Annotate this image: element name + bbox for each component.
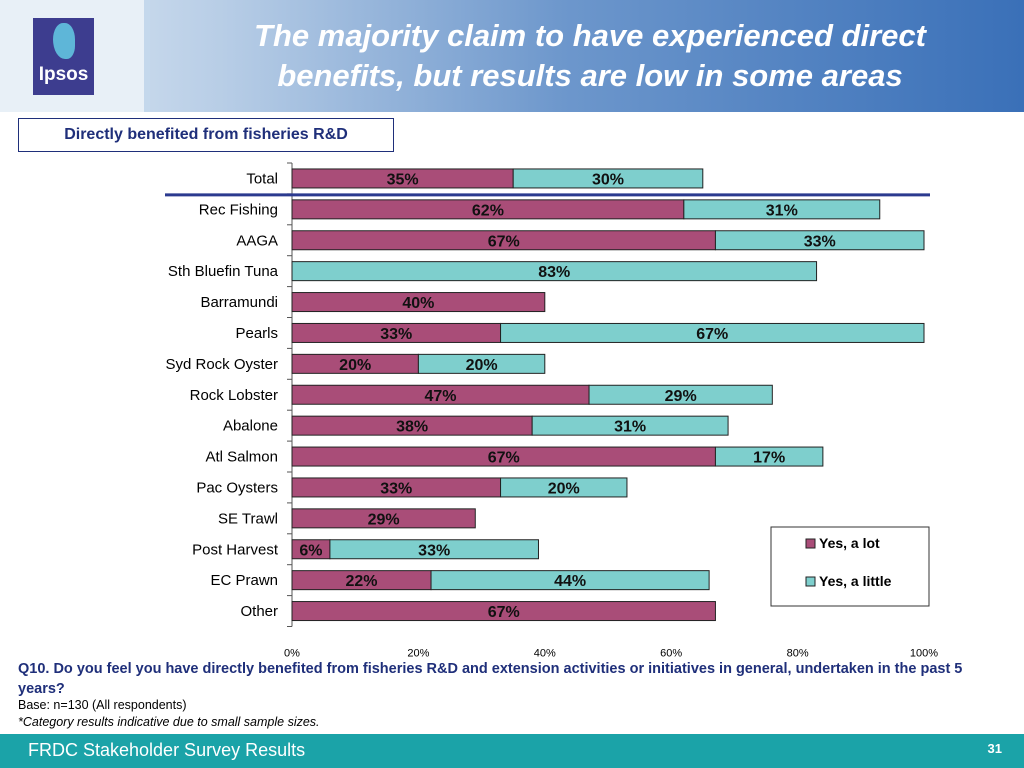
x-tick-label: 80% — [787, 648, 809, 660]
category-label: AAGA — [236, 232, 278, 249]
legend-swatch — [805, 538, 816, 549]
ipsos-logo: Ipsos — [33, 18, 94, 95]
data-label: 67% — [488, 604, 520, 621]
bar-segment — [683, 199, 881, 220]
category-label: Syd Rock Oyster — [165, 356, 278, 373]
category-label: EC Prawn — [210, 572, 278, 589]
bar-segment — [500, 477, 628, 498]
stacked-bar-chart: Total 35% 30% Rec Fishing 62% 31% AAGA 67% 33% St… — [165, 162, 938, 660]
legend-label: Yes, a lot — [819, 535, 880, 551]
sample-note: *Category results indicative due to smal… — [18, 715, 320, 729]
data-label: 33% — [418, 542, 450, 559]
data-label: 31% — [766, 202, 798, 219]
title-line-2: benefits, but results are low in some ar… — [277, 58, 903, 93]
page-number: 31 — [987, 741, 1002, 756]
bar-segment — [714, 446, 824, 467]
data-label: 30% — [592, 171, 624, 188]
data-label: 62% — [472, 202, 504, 219]
data-label: 20% — [548, 480, 580, 497]
category-label: Barramundi — [200, 294, 278, 311]
survey-question: Q10. Do you feel you have directly benef… — [18, 661, 963, 697]
bar-segment — [329, 539, 539, 560]
category-label: Atl Salmon — [205, 449, 278, 466]
data-label: 67% — [488, 450, 520, 467]
base-note: Base: n=130 (All respondents) — [18, 698, 187, 712]
bar-segment — [500, 322, 925, 343]
data-label: 20% — [339, 357, 371, 374]
data-label: 29% — [368, 511, 400, 528]
x-tick-label: 0% — [284, 648, 300, 660]
header-banner: Ipsos The majority claim to have experie… — [0, 0, 1024, 112]
bar-segment — [531, 415, 729, 436]
x-tick-label: 100% — [910, 648, 938, 660]
data-label: 33% — [804, 233, 836, 250]
category-label: SE Trawl — [218, 510, 278, 527]
bar-segment — [291, 508, 476, 529]
data-label: 33% — [380, 326, 412, 343]
data-label: 38% — [396, 419, 428, 436]
title-line-1: The majority claim to have experienced d… — [254, 18, 926, 53]
chart-subtitle: Directly benefited from fisheries R&D — [18, 118, 394, 152]
x-tick-label: 40% — [534, 648, 556, 660]
category-label: Other — [240, 603, 278, 620]
category-label: Pac Oysters — [196, 479, 278, 496]
data-label: 67% — [696, 326, 728, 343]
data-label: 35% — [387, 171, 419, 188]
bar-segment — [512, 168, 704, 189]
bar-segment — [430, 570, 710, 591]
data-label: 31% — [614, 419, 646, 436]
bar-segment — [714, 230, 925, 251]
legend-label: Yes, a little — [819, 573, 892, 589]
category-label: Post Harvest — [192, 541, 279, 558]
data-label: 47% — [425, 388, 457, 405]
bar-segment — [291, 261, 818, 282]
data-label: 20% — [466, 357, 498, 374]
bar-segment — [291, 292, 546, 313]
bar-segment — [417, 353, 546, 374]
category-label: Abalone — [223, 418, 278, 435]
data-label: 44% — [554, 573, 586, 590]
footer-label: FRDC Stakeholder Survey Results — [28, 740, 306, 760]
data-label: 6% — [299, 542, 322, 559]
data-label: 67% — [488, 233, 520, 250]
category-label: Rec Fishing — [199, 201, 278, 218]
data-label: 40% — [402, 295, 434, 312]
logo-head-icon — [53, 23, 75, 59]
bar-segment — [291, 601, 716, 622]
logo-text: Ipsos — [38, 64, 89, 85]
legend-swatch — [805, 576, 816, 587]
data-label: 83% — [538, 264, 570, 281]
logo-panel: Ipsos — [0, 0, 150, 112]
data-label: 33% — [380, 480, 412, 497]
x-tick-label: 20% — [407, 648, 429, 660]
legend-box — [770, 526, 930, 607]
page-title: The majority claim to have experienced d… — [160, 16, 1020, 96]
category-label: Pearls — [235, 325, 278, 342]
footer-bar: FRDC Stakeholder Survey Results 31 — [0, 734, 1024, 768]
data-label: 17% — [753, 450, 785, 467]
x-tick-label: 60% — [660, 648, 682, 660]
data-label: 29% — [665, 388, 697, 405]
category-label: Sth Bluefin Tuna — [168, 263, 279, 280]
data-label: 22% — [346, 573, 378, 590]
category-label: Rock Lobster — [190, 387, 278, 404]
bar-segment — [588, 384, 773, 405]
category-label: Total — [246, 170, 278, 187]
